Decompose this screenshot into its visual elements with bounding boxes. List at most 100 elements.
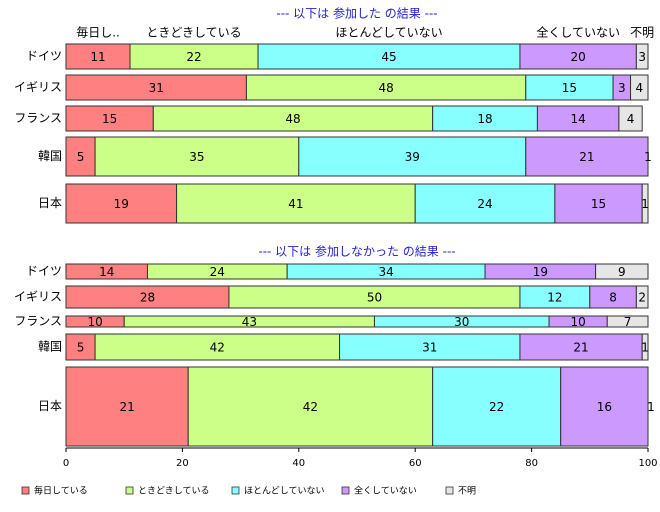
- x-tick-label: 80: [525, 458, 538, 469]
- y-tick-label: フランス: [14, 111, 62, 125]
- bar-segment: [257, 43, 521, 70]
- y-tick-label: イギリス: [14, 80, 62, 94]
- value-label: 28: [140, 291, 155, 305]
- legend-label: 全くしていない: [354, 485, 417, 497]
- column-header: 不明: [630, 26, 654, 40]
- bar-segment: [94, 136, 300, 177]
- legend-swatch: [21, 486, 30, 495]
- value-label: 8: [609, 291, 617, 305]
- x-tick-label: 0: [63, 458, 69, 469]
- bar-segment: [339, 333, 521, 361]
- bar-segment: [525, 74, 614, 101]
- bar-segment: [94, 333, 341, 361]
- bar-segment: [65, 366, 189, 447]
- value-label: 39: [405, 150, 420, 164]
- bar-segment: [245, 74, 527, 101]
- value-label: 18: [477, 112, 492, 126]
- value-label: 5: [77, 341, 85, 355]
- value-label: 7: [624, 315, 632, 329]
- value-label: 45: [381, 50, 396, 64]
- value-label: 41: [288, 197, 303, 211]
- value-label: 15: [562, 81, 577, 95]
- value-label: 31: [149, 81, 164, 95]
- value-label: 15: [591, 197, 606, 211]
- legend-swatch: [341, 486, 350, 495]
- value-label: 20: [571, 50, 586, 64]
- value-label: 21: [573, 341, 588, 355]
- legend-swatch: [231, 486, 240, 495]
- y-tick-label: フランス: [14, 314, 62, 328]
- value-label: 14: [571, 112, 586, 126]
- x-tick-label: 40: [292, 458, 305, 469]
- value-label: 21: [579, 150, 594, 164]
- value-label: 16: [597, 400, 612, 414]
- y-tick-label: 韓国: [38, 149, 62, 163]
- value-label: 24: [210, 265, 225, 279]
- value-label: 4: [635, 81, 643, 95]
- value-label: 3: [618, 81, 626, 95]
- value-label: 30: [454, 315, 469, 329]
- bar-segment: [618, 105, 643, 132]
- value-label: 1: [641, 341, 649, 355]
- y-tick-label: 韓国: [38, 340, 62, 354]
- bar-segment: [65, 105, 154, 132]
- value-label: 31: [422, 341, 437, 355]
- bar-segment: [65, 136, 96, 177]
- value-label: 5: [77, 150, 85, 164]
- legend-swatch: [125, 486, 134, 495]
- value-label: 10: [571, 315, 586, 329]
- value-label: 12: [547, 291, 562, 305]
- bar-segment: [432, 105, 538, 132]
- bar-segment: [65, 74, 247, 101]
- value-label: 42: [210, 341, 225, 355]
- value-label: 48: [285, 112, 300, 126]
- bar-segment: [65, 43, 131, 70]
- value-label: 24: [477, 197, 492, 211]
- legend-swatch: [445, 486, 454, 495]
- bar-segment: [298, 136, 527, 177]
- legend-label: 毎日している: [34, 485, 88, 497]
- legend-label: ときどきしている: [138, 486, 209, 497]
- bar-segment: [432, 366, 562, 447]
- value-label: 22: [489, 400, 504, 414]
- value-label: 1: [644, 150, 652, 164]
- bar-segment: [65, 183, 178, 224]
- y-tick-label: ドイツ: [26, 264, 62, 278]
- value-label: 19: [533, 265, 548, 279]
- bar-segment: [519, 333, 643, 361]
- column-header: 全くしていない: [536, 25, 620, 40]
- value-label: 14: [99, 265, 114, 279]
- value-label: 10: [87, 315, 102, 329]
- bar-segment: [554, 183, 643, 224]
- bar-segment: [635, 285, 649, 309]
- chart-title: --- 以下は 参加した の結果 ---: [276, 6, 437, 21]
- value-label: 1: [647, 400, 655, 414]
- value-label: 4: [627, 112, 635, 126]
- value-label: 2: [638, 291, 646, 305]
- value-label: 11: [90, 50, 105, 64]
- value-label: 1: [641, 197, 649, 211]
- value-label: 50: [367, 291, 382, 305]
- y-tick-label: 日本: [38, 196, 62, 210]
- value-label: 35: [189, 150, 204, 164]
- bar-segment: [641, 183, 649, 224]
- bar-segment: [606, 315, 649, 328]
- legend-label: ほとんどしていない: [244, 486, 324, 497]
- column-header: ときどきしている: [146, 26, 241, 40]
- value-label: 21: [119, 400, 134, 414]
- value-label: 42: [303, 400, 318, 414]
- bar-segment: [635, 43, 649, 70]
- x-tick-label: 100: [638, 458, 657, 469]
- bar-segment: [641, 333, 649, 361]
- value-label: 3: [638, 50, 646, 64]
- value-label: 19: [114, 197, 129, 211]
- y-tick-label: イギリス: [14, 290, 62, 304]
- value-label: 48: [378, 81, 393, 95]
- y-tick-label: ドイツ: [26, 49, 62, 63]
- value-label: 9: [618, 265, 626, 279]
- value-label: 15: [102, 112, 117, 126]
- y-tick-label: 日本: [38, 399, 62, 413]
- value-label: 22: [186, 50, 201, 64]
- bar-segment: [65, 333, 96, 361]
